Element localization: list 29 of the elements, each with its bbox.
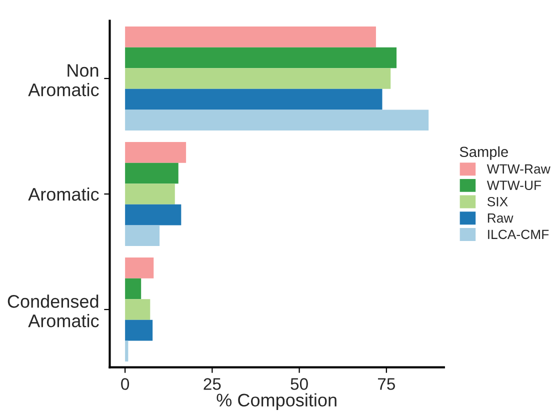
legend-label: ILCA-CMF xyxy=(488,230,549,240)
bar xyxy=(125,142,186,163)
y-tick-label: Non Aromatic xyxy=(28,64,99,96)
bar xyxy=(125,299,150,320)
bar xyxy=(125,340,128,362)
legend-title: Sample xyxy=(460,146,508,160)
bar xyxy=(125,88,382,110)
x-tick-label: 0 xyxy=(121,378,130,390)
y-tick-label: Aromatic xyxy=(28,187,99,201)
bar xyxy=(125,225,160,246)
bar xyxy=(125,26,376,48)
x-tick-label: 75 xyxy=(378,378,395,390)
legend-label: WTW-Raw xyxy=(486,164,550,174)
y-tick-label: Condensed Aromatic xyxy=(8,294,99,328)
x-tick-label: 50 xyxy=(290,378,308,390)
bar xyxy=(125,258,154,278)
bar xyxy=(125,320,153,341)
legend-label: SIX xyxy=(487,197,508,206)
bar xyxy=(125,68,391,89)
bar xyxy=(125,110,429,130)
x-tick-label: 25 xyxy=(204,378,221,390)
bar xyxy=(125,278,142,300)
bar xyxy=(125,162,178,184)
x-axis-title: % Composition xyxy=(216,393,336,410)
legend-label: Raw xyxy=(488,214,514,223)
legend-label: WTW-UF xyxy=(486,180,542,190)
bar xyxy=(125,184,175,204)
bar xyxy=(125,204,182,226)
bar xyxy=(125,47,397,68)
